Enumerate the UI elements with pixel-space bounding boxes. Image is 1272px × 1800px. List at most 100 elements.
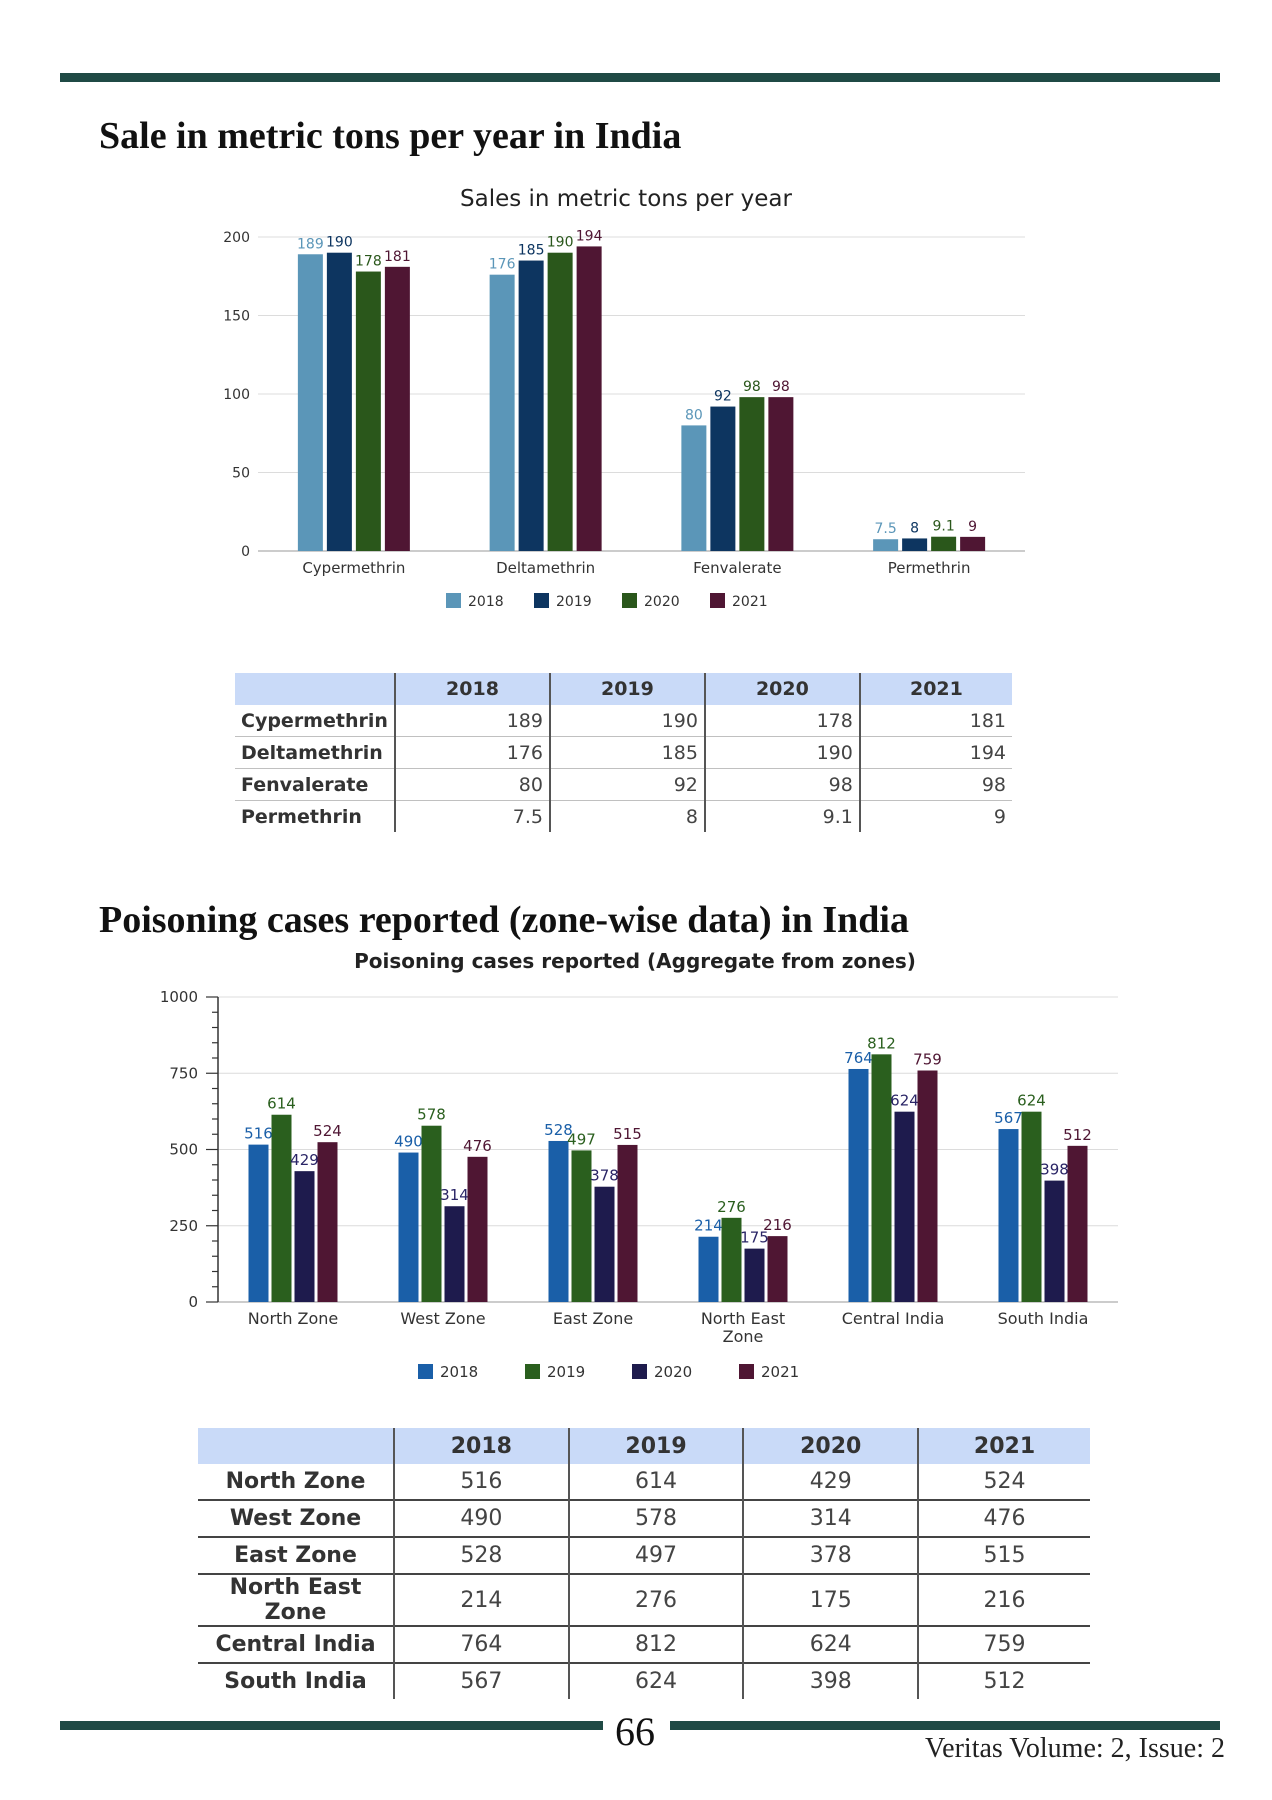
bar: [744, 1248, 765, 1302]
table-row: East Zone 528 497 378 515: [198, 1536, 1090, 1574]
sales-table: 2018 2019 2020 2021 Cypermethrin 189 190…: [235, 673, 1012, 832]
y-tick-label: 500: [169, 1141, 198, 1159]
data-label: 9: [968, 519, 977, 535]
table-cell: 181: [858, 705, 1012, 737]
bar: [317, 1142, 338, 1302]
table-header-cell: [198, 1428, 394, 1464]
legend-swatch: [418, 1364, 433, 1379]
row-label: South India: [198, 1662, 394, 1699]
table-row: Deltamethrin 176 185 190 194: [235, 736, 1012, 769]
x-tick-label: Deltamethrin: [496, 559, 595, 577]
data-label: 624: [890, 1092, 919, 1110]
data-label: 515: [613, 1125, 642, 1143]
table-cell: 759: [917, 1625, 1090, 1663]
row-label: Fenvalerate: [235, 768, 395, 801]
data-label: 378: [590, 1167, 619, 1185]
table-row: Fenvalerate 80 92 98 98: [235, 768, 1012, 801]
row-label: East Zone: [198, 1536, 394, 1574]
table-cell: 194: [858, 736, 1012, 769]
data-label: 189: [297, 236, 324, 252]
y-tick-label: 50: [232, 466, 250, 482]
y-tick-label: 200: [223, 230, 250, 246]
table-cell: 314: [742, 1499, 919, 1537]
data-label: 614: [267, 1095, 296, 1113]
data-label: 92: [714, 389, 732, 405]
table-header-cell: 2018: [393, 1428, 569, 1464]
data-label: 490: [394, 1133, 423, 1151]
table-cell: 276: [567, 1573, 744, 1626]
row-label: West Zone: [198, 1499, 394, 1537]
table-header-cell: 2019: [548, 673, 705, 705]
table-cell: 614: [567, 1464, 744, 1500]
legend-label: 2018: [468, 594, 504, 610]
data-label: 181: [384, 249, 411, 265]
x-tick-label: North East: [701, 1309, 785, 1328]
data-label: 80: [685, 407, 703, 423]
x-tick-label: Permethrin: [888, 559, 971, 577]
legend-swatch: [446, 593, 461, 608]
table-header-cell: [235, 673, 395, 705]
bar: [931, 536, 957, 551]
x-tick-label: Zone: [723, 1327, 764, 1346]
data-label: 429: [290, 1151, 319, 1169]
y-tick-label: 250: [169, 1217, 198, 1235]
bar: [547, 252, 573, 551]
legend-swatch: [739, 1364, 754, 1379]
bar: [384, 266, 410, 551]
data-label: 578: [417, 1106, 446, 1124]
data-label: 476: [463, 1137, 492, 1155]
section-heading-sales: Sale in metric tons per year in India: [99, 115, 682, 157]
table-cell: 190: [548, 705, 705, 737]
data-label: 812: [867, 1034, 896, 1052]
y-tick-label: 1000: [160, 988, 198, 1006]
y-tick-label: 750: [169, 1064, 198, 1082]
bar: [355, 271, 381, 551]
table-header-cell: 2020: [703, 673, 860, 705]
chart-title: Sales in metric tons per year: [460, 186, 793, 212]
bar: [518, 260, 544, 551]
table-cell: 764: [393, 1625, 569, 1663]
data-label: 98: [772, 379, 790, 395]
table-cell: 812: [567, 1625, 744, 1663]
bar: [1021, 1111, 1042, 1302]
legend-label: 2019: [556, 594, 592, 610]
legend-label: 2021: [761, 1363, 799, 1381]
table-cell: 185: [548, 736, 705, 769]
table-cell: 214: [393, 1573, 569, 1626]
poisoning-table: 2018 2019 2020 2021 North Zone 516 614 4…: [198, 1428, 1090, 1699]
x-tick-label: West Zone: [400, 1309, 485, 1328]
data-label: 185: [518, 243, 545, 259]
table-cell: 92: [548, 768, 705, 801]
footer-rule-left: [60, 1721, 603, 1730]
legend-swatch: [622, 593, 637, 608]
bar: [398, 1152, 419, 1302]
bar: [294, 1171, 315, 1302]
row-label: North East Zone: [198, 1573, 394, 1626]
data-label: 9.1: [932, 519, 954, 535]
bar: [998, 1129, 1019, 1302]
bar: [960, 536, 986, 551]
table-cell: 176: [394, 736, 550, 769]
bar: [902, 538, 928, 551]
table-cell: 398: [742, 1662, 919, 1699]
data-label: 190: [547, 235, 574, 251]
data-label: 8: [910, 520, 919, 536]
header-rule: [60, 73, 1220, 82]
table-row: Permethrin 7.5 8 9.1 9: [235, 800, 1012, 832]
data-label: 528: [544, 1121, 573, 1139]
table-cell: 98: [858, 768, 1012, 801]
row-label: Permethrin: [235, 800, 395, 832]
x-tick-label: South India: [998, 1309, 1089, 1328]
table-header-row: 2018 2019 2020 2021: [198, 1428, 1090, 1464]
bar: [1067, 1145, 1088, 1302]
data-label: 567: [994, 1109, 1023, 1127]
row-label: Central India: [198, 1625, 394, 1663]
table-cell: 497: [567, 1536, 744, 1574]
legend-label: 2018: [440, 1363, 478, 1381]
legend-label: 2020: [654, 1363, 692, 1381]
table-row: North Zone 516 614 429 524: [198, 1464, 1090, 1500]
table-cell: 378: [742, 1536, 919, 1574]
data-label: 764: [844, 1049, 873, 1067]
table-cell: 524: [917, 1464, 1090, 1500]
